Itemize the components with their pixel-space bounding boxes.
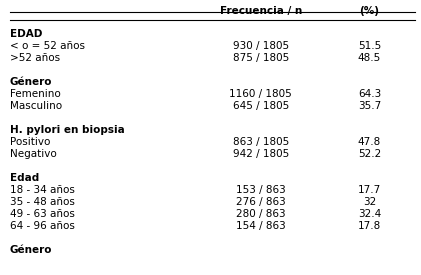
Text: Género: Género <box>10 77 52 87</box>
Text: 64 - 96 años: 64 - 96 años <box>10 221 75 231</box>
Text: 52.2: 52.2 <box>358 149 381 159</box>
Text: 32.4: 32.4 <box>358 209 381 219</box>
Text: >52 años: >52 años <box>10 53 60 63</box>
Text: Género: Género <box>10 245 52 255</box>
Text: Femenino: Femenino <box>10 89 61 99</box>
Text: 17.7: 17.7 <box>358 185 381 195</box>
Text: 17.8: 17.8 <box>358 221 381 231</box>
Text: 863 / 1805: 863 / 1805 <box>232 137 289 147</box>
Text: EDAD: EDAD <box>10 29 42 39</box>
Text: 153 / 863: 153 / 863 <box>236 185 285 195</box>
Text: < o = 52 años: < o = 52 años <box>10 41 85 51</box>
Text: 32: 32 <box>363 197 376 207</box>
Text: 35 - 48 años: 35 - 48 años <box>10 197 75 207</box>
Text: 48.5: 48.5 <box>358 53 381 63</box>
Text: Positivo: Positivo <box>10 137 50 147</box>
Text: 276 / 863: 276 / 863 <box>236 197 285 207</box>
Text: H. pylori en biopsia: H. pylori en biopsia <box>10 125 125 135</box>
Text: 1160 / 1805: 1160 / 1805 <box>229 89 292 99</box>
Text: 18 - 34 años: 18 - 34 años <box>10 185 75 195</box>
Text: Negativo: Negativo <box>10 149 56 159</box>
Text: 645 / 1805: 645 / 1805 <box>232 101 289 111</box>
Text: Masculino: Masculino <box>10 101 62 111</box>
Text: 875 / 1805: 875 / 1805 <box>232 53 289 63</box>
Text: 51.5: 51.5 <box>358 41 381 51</box>
Text: 64.3: 64.3 <box>358 89 381 99</box>
Text: 942 / 1805: 942 / 1805 <box>232 149 289 159</box>
Text: 280 / 863: 280 / 863 <box>236 209 285 219</box>
Text: 47.8: 47.8 <box>358 137 381 147</box>
Text: 49 - 63 años: 49 - 63 años <box>10 209 75 219</box>
Text: 154 / 863: 154 / 863 <box>236 221 285 231</box>
Text: (%): (%) <box>360 6 379 16</box>
Text: 35.7: 35.7 <box>358 101 381 111</box>
Text: Frecuencia / n: Frecuencia / n <box>220 6 302 16</box>
Text: Edad: Edad <box>10 173 39 183</box>
Text: 930 / 1805: 930 / 1805 <box>233 41 289 51</box>
